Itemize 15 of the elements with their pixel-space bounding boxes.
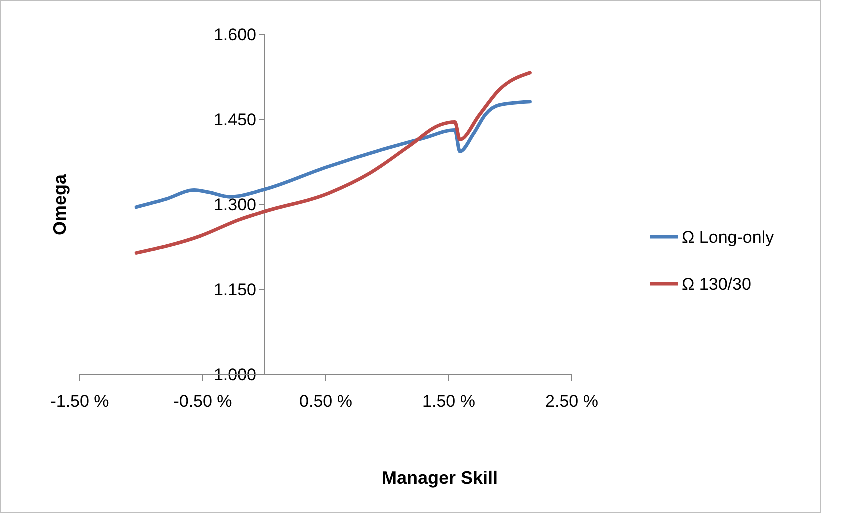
legend-label: Ω 130/30 [682, 275, 752, 294]
line-series [134, 71, 532, 255]
x-tick-label: 1.50 % [422, 392, 476, 412]
y-tick-label: 1.300 [214, 195, 256, 214]
line-series [134, 100, 532, 210]
legend-label: Ω Long-only [682, 228, 775, 247]
y-tick-label: 1.450 [214, 110, 256, 130]
y-tick-label: 1.150 [214, 280, 256, 300]
x-tick-label: -1.50 % [50, 392, 110, 412]
x-tick-label: 2.50 % [546, 392, 598, 412]
x-axis-title: Manager Skill [382, 468, 498, 488]
y-tick-label: 1.600 [214, 25, 256, 44]
x-tick-label: -0.50 % [174, 392, 232, 412]
x-tick-label: 0.50 % [300, 392, 352, 412]
y-axis-title: Omega [50, 174, 70, 236]
